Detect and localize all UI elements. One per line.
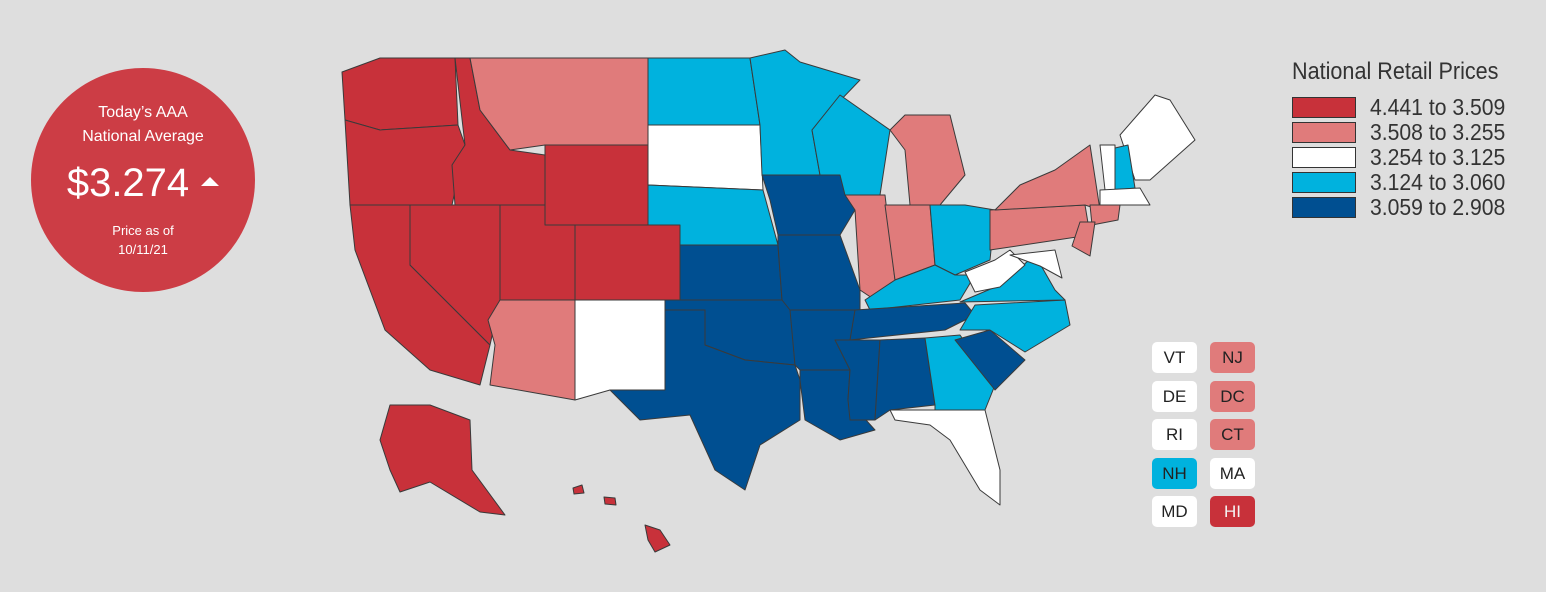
legend-swatch [1292,97,1356,118]
state [644,524,671,553]
legend-label: 3.254 to 3.125 [1370,144,1506,170]
state [1089,204,1121,226]
badge-price-row: $3.274 [31,161,255,206]
state [959,299,1071,353]
badge-price: $3.274 [66,161,190,205]
state [874,337,936,421]
legend-label: 3.059 to 2.908 [1370,194,1506,220]
state [574,299,666,401]
state [964,249,1026,293]
state [1099,187,1151,206]
legend-label: 3.508 to 3.255 [1370,119,1506,145]
state [777,234,861,311]
state [994,144,1101,211]
states [341,49,1196,553]
legend-label: 4.441 to 3.509 [1370,94,1506,120]
state [379,404,506,516]
small-state-box: DC [1210,380,1255,412]
state [761,174,856,236]
state [889,114,966,206]
up-arrow [201,176,220,186]
legend-label: 3.124 to 3.060 [1370,169,1506,195]
state [1071,221,1096,257]
state [344,119,466,206]
state [889,409,1001,506]
badge-date: 10/11/21 [118,242,168,257]
legend-swatch [1292,172,1356,193]
state [954,329,1026,391]
legend-swatch [1292,122,1356,143]
state [647,124,764,191]
small-state-box: DE [1152,380,1197,412]
small-state-box: MD [1152,496,1197,527]
state [1009,249,1063,279]
legend-swatch [1292,147,1356,168]
state [679,244,783,301]
state [609,309,801,491]
national-average-badge: Today’s AAA National Average $3.274 Pric… [31,68,255,292]
legend-title: National Retail Prices [1292,58,1499,85]
small-state-box: NJ [1210,342,1255,373]
badge-title: Today’s AAA [98,104,188,121]
state [849,302,976,341]
legend-swatch [1292,197,1356,218]
small-state-box: VT [1152,342,1197,373]
state [1119,94,1196,181]
state [572,484,585,495]
small-state-box: NH [1152,457,1197,489]
small-state-box: HI [1210,496,1255,527]
state [647,57,761,126]
state [544,144,649,226]
state [341,57,459,131]
badge-title: National Average [82,128,204,145]
badge-date-label: Price as of [112,223,174,238]
state [603,496,617,506]
small-state-box: MA [1210,457,1255,489]
small-state-box: RI [1152,419,1197,450]
state [574,224,681,301]
small-state-box: CT [1210,419,1255,450]
state [1099,144,1116,191]
state [487,299,576,401]
